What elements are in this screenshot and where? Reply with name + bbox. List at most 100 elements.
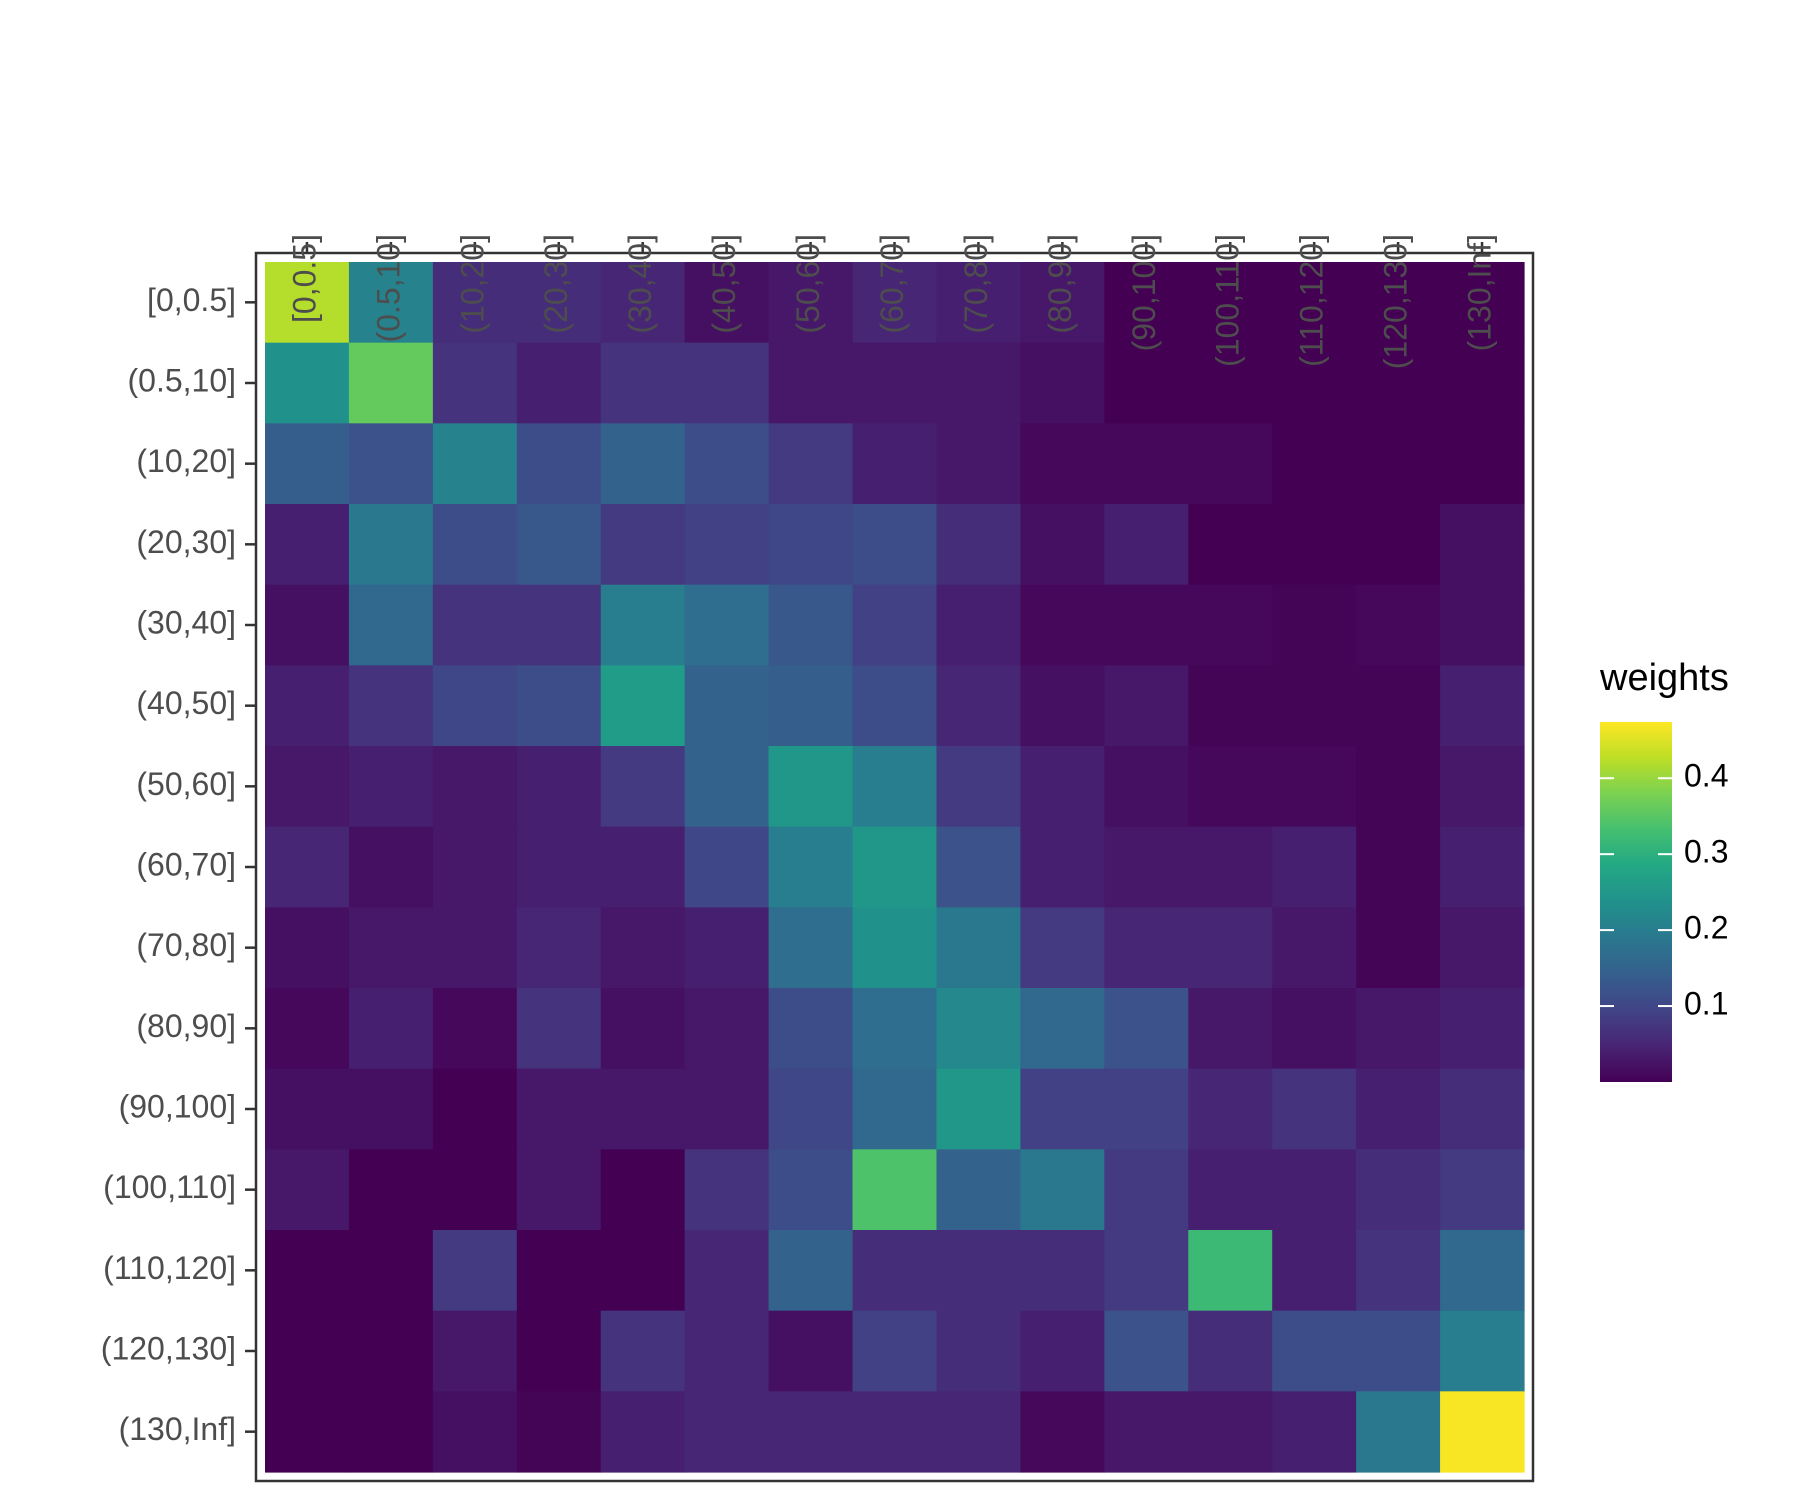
x-tick-label: (10,20]	[454, 234, 490, 334]
heat-cell	[516, 1230, 602, 1312]
heat-cell	[516, 1068, 602, 1150]
colorbar-tick-label: 0.3	[1684, 834, 1728, 870]
heat-cell	[265, 1149, 350, 1231]
heat-cell	[768, 988, 854, 1070]
heat-cell	[1020, 988, 1105, 1070]
heat-cell	[684, 1310, 770, 1392]
heat-cell	[1188, 423, 1273, 505]
x-tick-label: (40,50]	[706, 234, 742, 334]
x-tick-label: (0.5,10]	[370, 234, 406, 343]
heat-cell	[852, 907, 938, 989]
heat-cell	[1356, 1230, 1441, 1312]
heat-cell	[852, 988, 938, 1070]
heat-cell	[600, 746, 686, 828]
heat-cell	[1020, 584, 1105, 666]
heat-cell	[1440, 584, 1525, 666]
heat-cell	[600, 988, 686, 1070]
heat-cell	[1104, 665, 1189, 747]
heat-cell	[1188, 1310, 1273, 1392]
heat-cell	[1440, 988, 1525, 1070]
x-tick-label: (70,80]	[958, 234, 994, 334]
heat-cell	[936, 826, 1021, 908]
heat-cell	[1356, 826, 1441, 908]
y-tick-label: (0.5,10]	[127, 362, 236, 398]
heat-cell	[432, 262, 518, 344]
heat-cell	[684, 746, 770, 828]
heat-cell	[348, 423, 434, 505]
heat-cell	[1272, 342, 1357, 424]
heat-cell	[1272, 262, 1357, 344]
heat-cell	[768, 665, 854, 747]
heat-cell	[768, 1149, 854, 1231]
heat-cell	[516, 1310, 602, 1392]
heat-cell	[1440, 1230, 1525, 1312]
heat-cell	[1272, 1310, 1357, 1392]
heat-cell	[1188, 342, 1273, 424]
heat-cell	[936, 1068, 1021, 1150]
colorbar-tick-label: 0.2	[1684, 910, 1728, 946]
heat-cell	[265, 584, 350, 666]
heat-cell	[516, 826, 602, 908]
heat-cell	[1104, 1230, 1189, 1312]
heat-cell	[1440, 342, 1525, 424]
heat-cell	[1188, 1068, 1273, 1150]
heat-cell	[1104, 1391, 1189, 1473]
heat-cell	[1356, 988, 1441, 1070]
heat-cell	[348, 665, 434, 747]
heat-cell	[852, 504, 938, 586]
heat-cell	[1356, 907, 1441, 989]
heat-cell	[1104, 907, 1189, 989]
y-tick-label: (30,40]	[136, 604, 236, 640]
heat-cell	[1440, 746, 1525, 828]
heat-cell	[1188, 1230, 1273, 1312]
heat-cell	[684, 1068, 770, 1150]
heat-cell	[1104, 262, 1189, 344]
heat-cell	[768, 584, 854, 666]
heat-cell	[684, 584, 770, 666]
heat-cell	[936, 423, 1021, 505]
y-tick-label: (110,120]	[103, 1250, 236, 1286]
heat-cell	[684, 988, 770, 1070]
colorbar-tick-label: 0.4	[1684, 758, 1728, 794]
heat-cell	[684, 262, 770, 344]
heat-cell	[1272, 826, 1357, 908]
heat-cell	[600, 826, 686, 908]
heat-cell	[1104, 1149, 1189, 1231]
y-tick-label: (80,90]	[136, 1008, 236, 1044]
x-tick-label: (20,30]	[538, 234, 574, 334]
heat-cell	[1272, 665, 1357, 747]
heat-cell	[348, 584, 434, 666]
heat-cell	[1440, 423, 1525, 505]
heat-cell	[1020, 262, 1105, 344]
x-tick-label: (60,70]	[874, 234, 910, 334]
heat-cell	[768, 826, 854, 908]
heat-cell	[265, 665, 350, 747]
heat-cell	[1104, 988, 1189, 1070]
x-tick-label: (50,60]	[790, 234, 826, 334]
heat-cell	[1272, 907, 1357, 989]
y-tick-label: (50,60]	[136, 766, 236, 802]
heat-cell	[348, 746, 434, 828]
heat-cell	[348, 262, 434, 344]
heat-cell	[768, 262, 854, 344]
heat-cell	[265, 1230, 350, 1312]
heat-cell	[348, 1149, 434, 1231]
heat-cell	[265, 504, 350, 586]
heat-cell	[348, 988, 434, 1070]
heat-cell	[1020, 504, 1105, 586]
heat-cell	[1020, 1149, 1105, 1231]
heat-cell	[432, 907, 518, 989]
heat-cell	[684, 342, 770, 424]
heat-cell	[432, 504, 518, 586]
heat-cell	[1188, 584, 1273, 666]
heat-cell	[1188, 504, 1273, 586]
heat-cell	[936, 342, 1021, 424]
heat-cell	[936, 1230, 1021, 1312]
legend-title: weights	[1599, 657, 1729, 699]
heat-cell	[600, 1149, 686, 1231]
heat-cell	[600, 423, 686, 505]
heat-cell	[1104, 504, 1189, 586]
heat-cell	[348, 1230, 434, 1312]
y-tick-label: (70,80]	[136, 927, 236, 963]
heat-cell	[516, 342, 602, 424]
